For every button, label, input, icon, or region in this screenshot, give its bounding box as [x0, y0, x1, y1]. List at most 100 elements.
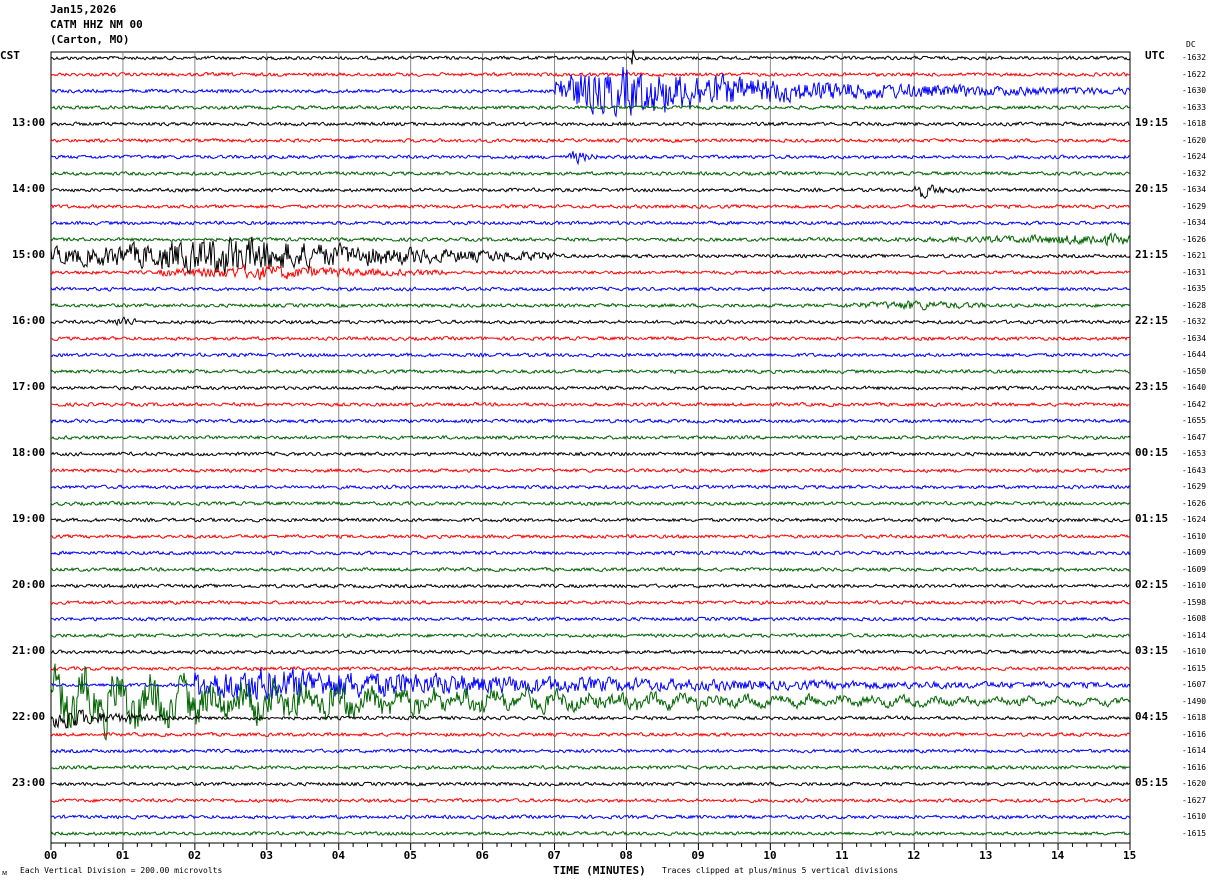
dc-offset-label: -1624 — [1182, 152, 1207, 161]
left-time-label: 15:00 — [12, 248, 46, 261]
x-tick-label: 12 — [907, 849, 921, 862]
right-time-label: 01:15 — [1135, 512, 1169, 525]
dc-offset-label: -1655 — [1182, 416, 1207, 425]
seismic-trace — [50, 649, 1131, 655]
seismic-trace — [51, 401, 1131, 408]
right-time-label: 22:15 — [1135, 314, 1169, 327]
right-time-label: 04:15 — [1135, 710, 1169, 723]
seismic-trace — [50, 781, 1131, 787]
right-time-label: 00:15 — [1135, 446, 1169, 459]
seismic-trace — [50, 830, 1131, 837]
dc-offset-label: -1610 — [1182, 581, 1207, 590]
x-tick-label: 08 — [619, 849, 633, 862]
dc-offset-label: -1608 — [1182, 614, 1207, 623]
x-tick-label: 01 — [115, 849, 130, 862]
dc-offset-label: -1620 — [1182, 779, 1207, 788]
left-time-label: 18:00 — [12, 446, 46, 459]
scale-note: Each Vertical Division = 200.00 microvol… — [20, 866, 223, 875]
seismic-trace — [50, 368, 1131, 375]
dc-offset-label: -1631 — [1182, 267, 1207, 277]
dc-offset-label: -1629 — [1182, 482, 1207, 491]
dc-offset-label: -1647 — [1182, 432, 1207, 442]
seismic-trace — [51, 104, 1131, 111]
x-tick-label: 09 — [691, 849, 705, 862]
seismic-trace — [50, 667, 1131, 700]
dc-offset-label: -1629 — [1182, 201, 1207, 211]
left-time-label: 23:00 — [12, 776, 46, 789]
left-time-label: 20:00 — [12, 578, 46, 591]
seismic-trace — [50, 484, 1131, 490]
seismic-trace — [50, 665, 1131, 672]
left-time-label: 17:00 — [12, 380, 46, 393]
x-tick-label: 03 — [259, 849, 274, 862]
dc-offset-label: -1615 — [1182, 663, 1207, 673]
seismic-trace — [50, 352, 1131, 358]
seismic-trace — [50, 748, 1131, 754]
x-tick-label: 02 — [187, 849, 202, 862]
dc-offset-label: -1644 — [1182, 350, 1207, 359]
seismic-trace — [50, 300, 1131, 311]
dc-offset-label: -1643 — [1182, 465, 1207, 475]
dc-offset-label: -1635 — [1182, 284, 1207, 293]
dc-offset-label: -1630 — [1182, 86, 1207, 95]
seismic-trace — [50, 663, 1131, 741]
seismic-trace — [50, 71, 1131, 78]
right-time-label: 21:15 — [1135, 248, 1169, 261]
seismic-trace — [50, 731, 1131, 738]
dc-offset-label: -1622 — [1182, 69, 1207, 79]
dc-offset-label: -1626 — [1182, 234, 1207, 244]
dc-offset-label: -1634 — [1182, 218, 1207, 227]
x-tick-label: 14 — [1051, 849, 1065, 862]
dc-offset-label: -1628 — [1182, 300, 1207, 310]
dc-offset-label: -1640 — [1182, 383, 1207, 392]
dc-offset-label: -1634 — [1182, 185, 1207, 194]
seismic-trace — [50, 66, 1131, 118]
dc-offset-label: -1609 — [1182, 548, 1207, 557]
seismic-trace — [50, 137, 1131, 144]
dc-offset-label: -1633 — [1182, 102, 1207, 112]
seismic-trace — [50, 286, 1131, 292]
seismic-trace — [50, 264, 1131, 281]
dc-offset-label: -1620 — [1182, 135, 1207, 145]
location-label: (Carton, MO) — [50, 33, 130, 46]
seismic-trace — [50, 418, 1131, 424]
left-time-label: 19:00 — [12, 512, 46, 525]
date-label: Jan15,2026 — [50, 3, 117, 16]
seismic-trace — [50, 203, 1131, 210]
dc-offset-label: -1609 — [1182, 564, 1207, 574]
seismic-trace — [50, 434, 1131, 441]
seismic-trace — [50, 709, 1131, 729]
dc-offset-label: -1615 — [1182, 828, 1207, 838]
seismic-trace — [50, 550, 1131, 556]
right-timezone-label: UTC — [1145, 49, 1165, 62]
x-tick-label: 00 — [44, 849, 58, 862]
dc-offset-label: -1632 — [1182, 53, 1207, 62]
seismic-trace — [50, 632, 1131, 639]
seismic-trace — [50, 500, 1131, 507]
left-time-label: 16:00 — [12, 314, 46, 327]
seismic-trace — [50, 797, 1131, 804]
x-tick-label: 11 — [835, 849, 849, 862]
seismic-trace — [50, 236, 1131, 275]
dc-offset-label: -1627 — [1182, 795, 1207, 805]
dc-offset-label: -1642 — [1182, 399, 1207, 409]
seismic-trace — [50, 814, 1131, 820]
x-axis-label: TIME (MINUTES) — [553, 864, 646, 877]
seismic-trace — [50, 583, 1131, 589]
dc-offset-label: -1632 — [1182, 317, 1207, 326]
right-time-label: 19:15 — [1135, 116, 1169, 129]
dc-offset-label: -1621 — [1182, 251, 1207, 260]
corner-mark: ᴍ — [2, 868, 8, 877]
dc-offset-label: -1607 — [1182, 680, 1207, 689]
dc-label: DC — [1186, 40, 1196, 49]
seismic-trace — [50, 599, 1131, 606]
right-time-label: 03:15 — [1135, 644, 1169, 657]
seismic-trace — [50, 517, 1131, 523]
seismic-trace — [50, 170, 1131, 177]
x-tick-label: 04 — [331, 849, 345, 862]
seismic-trace — [50, 533, 1131, 540]
seismic-trace — [50, 764, 1131, 771]
dc-offset-label: -1490 — [1182, 696, 1207, 706]
station-label: CATM HHZ NM 00 — [50, 18, 143, 31]
